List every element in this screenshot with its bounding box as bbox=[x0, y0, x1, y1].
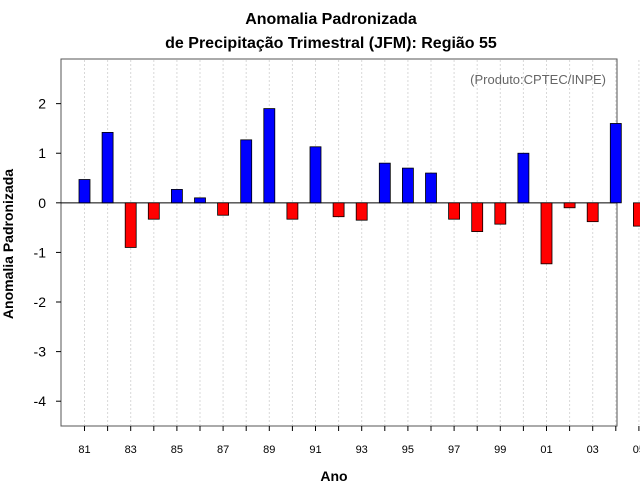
xtick-label-05: 05 bbox=[633, 444, 640, 456]
plot-frame bbox=[60, 58, 618, 427]
bar-2005 bbox=[633, 202, 640, 227]
product-annotation: (Produto:CPTEC/INPE) bbox=[470, 72, 606, 87]
chart-title-line2: de Precipitação Trimestral (JFM): Região… bbox=[165, 35, 497, 52]
bar-1984 bbox=[147, 202, 160, 220]
bar-1993 bbox=[355, 202, 368, 221]
xtick-label-97: 97 bbox=[448, 444, 460, 456]
bar-2004 bbox=[609, 123, 622, 204]
bar-2000 bbox=[517, 152, 530, 204]
ytick-label-0: 0 bbox=[38, 195, 46, 211]
ytick-label-1: 1 bbox=[38, 145, 46, 161]
xtick-label-03: 03 bbox=[587, 444, 599, 456]
bar-1996 bbox=[425, 172, 437, 204]
xtick-label-87: 87 bbox=[217, 444, 229, 456]
y-axis-label: Anomalia Padronizada bbox=[0, 169, 16, 319]
bar-1990 bbox=[286, 202, 299, 220]
bar-1991 bbox=[309, 146, 322, 204]
xtick-label-93: 93 bbox=[356, 444, 368, 456]
x-axis-label: Ano bbox=[320, 468, 347, 484]
bar-1989 bbox=[263, 108, 276, 204]
ytick-label--3: -3 bbox=[34, 344, 47, 360]
ytick-label--4: -4 bbox=[34, 393, 47, 409]
bar-2002 bbox=[563, 202, 576, 209]
bar-1994 bbox=[378, 162, 391, 204]
bar-1981 bbox=[78, 179, 91, 204]
bar-2003 bbox=[586, 202, 599, 223]
xtick-label-99: 99 bbox=[494, 444, 506, 456]
bar-1987 bbox=[217, 202, 230, 216]
xtick-label-83: 83 bbox=[125, 444, 137, 456]
xtick-label-01: 01 bbox=[540, 444, 552, 456]
bar-1982 bbox=[101, 131, 114, 204]
bar-1985 bbox=[170, 189, 183, 204]
bar-1998 bbox=[471, 202, 484, 232]
bar-1992 bbox=[332, 202, 345, 218]
bar-1999 bbox=[494, 202, 507, 225]
y-axis: 2 1 0 -1 -2 -3 -4 bbox=[34, 96, 61, 409]
bar-1997 bbox=[448, 202, 461, 220]
xtick-label-95: 95 bbox=[402, 444, 414, 456]
xtick-label-85: 85 bbox=[171, 444, 183, 456]
xtick-label-81: 81 bbox=[78, 444, 90, 456]
gridlines bbox=[84, 60, 640, 425]
bar-1995 bbox=[401, 167, 414, 204]
x-axis: 8183858789919395979901030507091113151719… bbox=[78, 426, 640, 456]
bar-1983 bbox=[124, 202, 137, 248]
ytick-label-2: 2 bbox=[38, 96, 46, 112]
ytick-label--2: -2 bbox=[34, 294, 47, 310]
bars-group bbox=[78, 108, 640, 265]
bar-2001 bbox=[540, 202, 553, 265]
ytick-label--1: -1 bbox=[34, 244, 47, 260]
bar-1986 bbox=[194, 197, 206, 204]
xtick-label-91: 91 bbox=[309, 444, 321, 456]
xtick-label-89: 89 bbox=[263, 444, 275, 456]
bar-1988 bbox=[240, 139, 253, 204]
chart-title-line1: Anomalia Padronizada bbox=[245, 11, 417, 28]
